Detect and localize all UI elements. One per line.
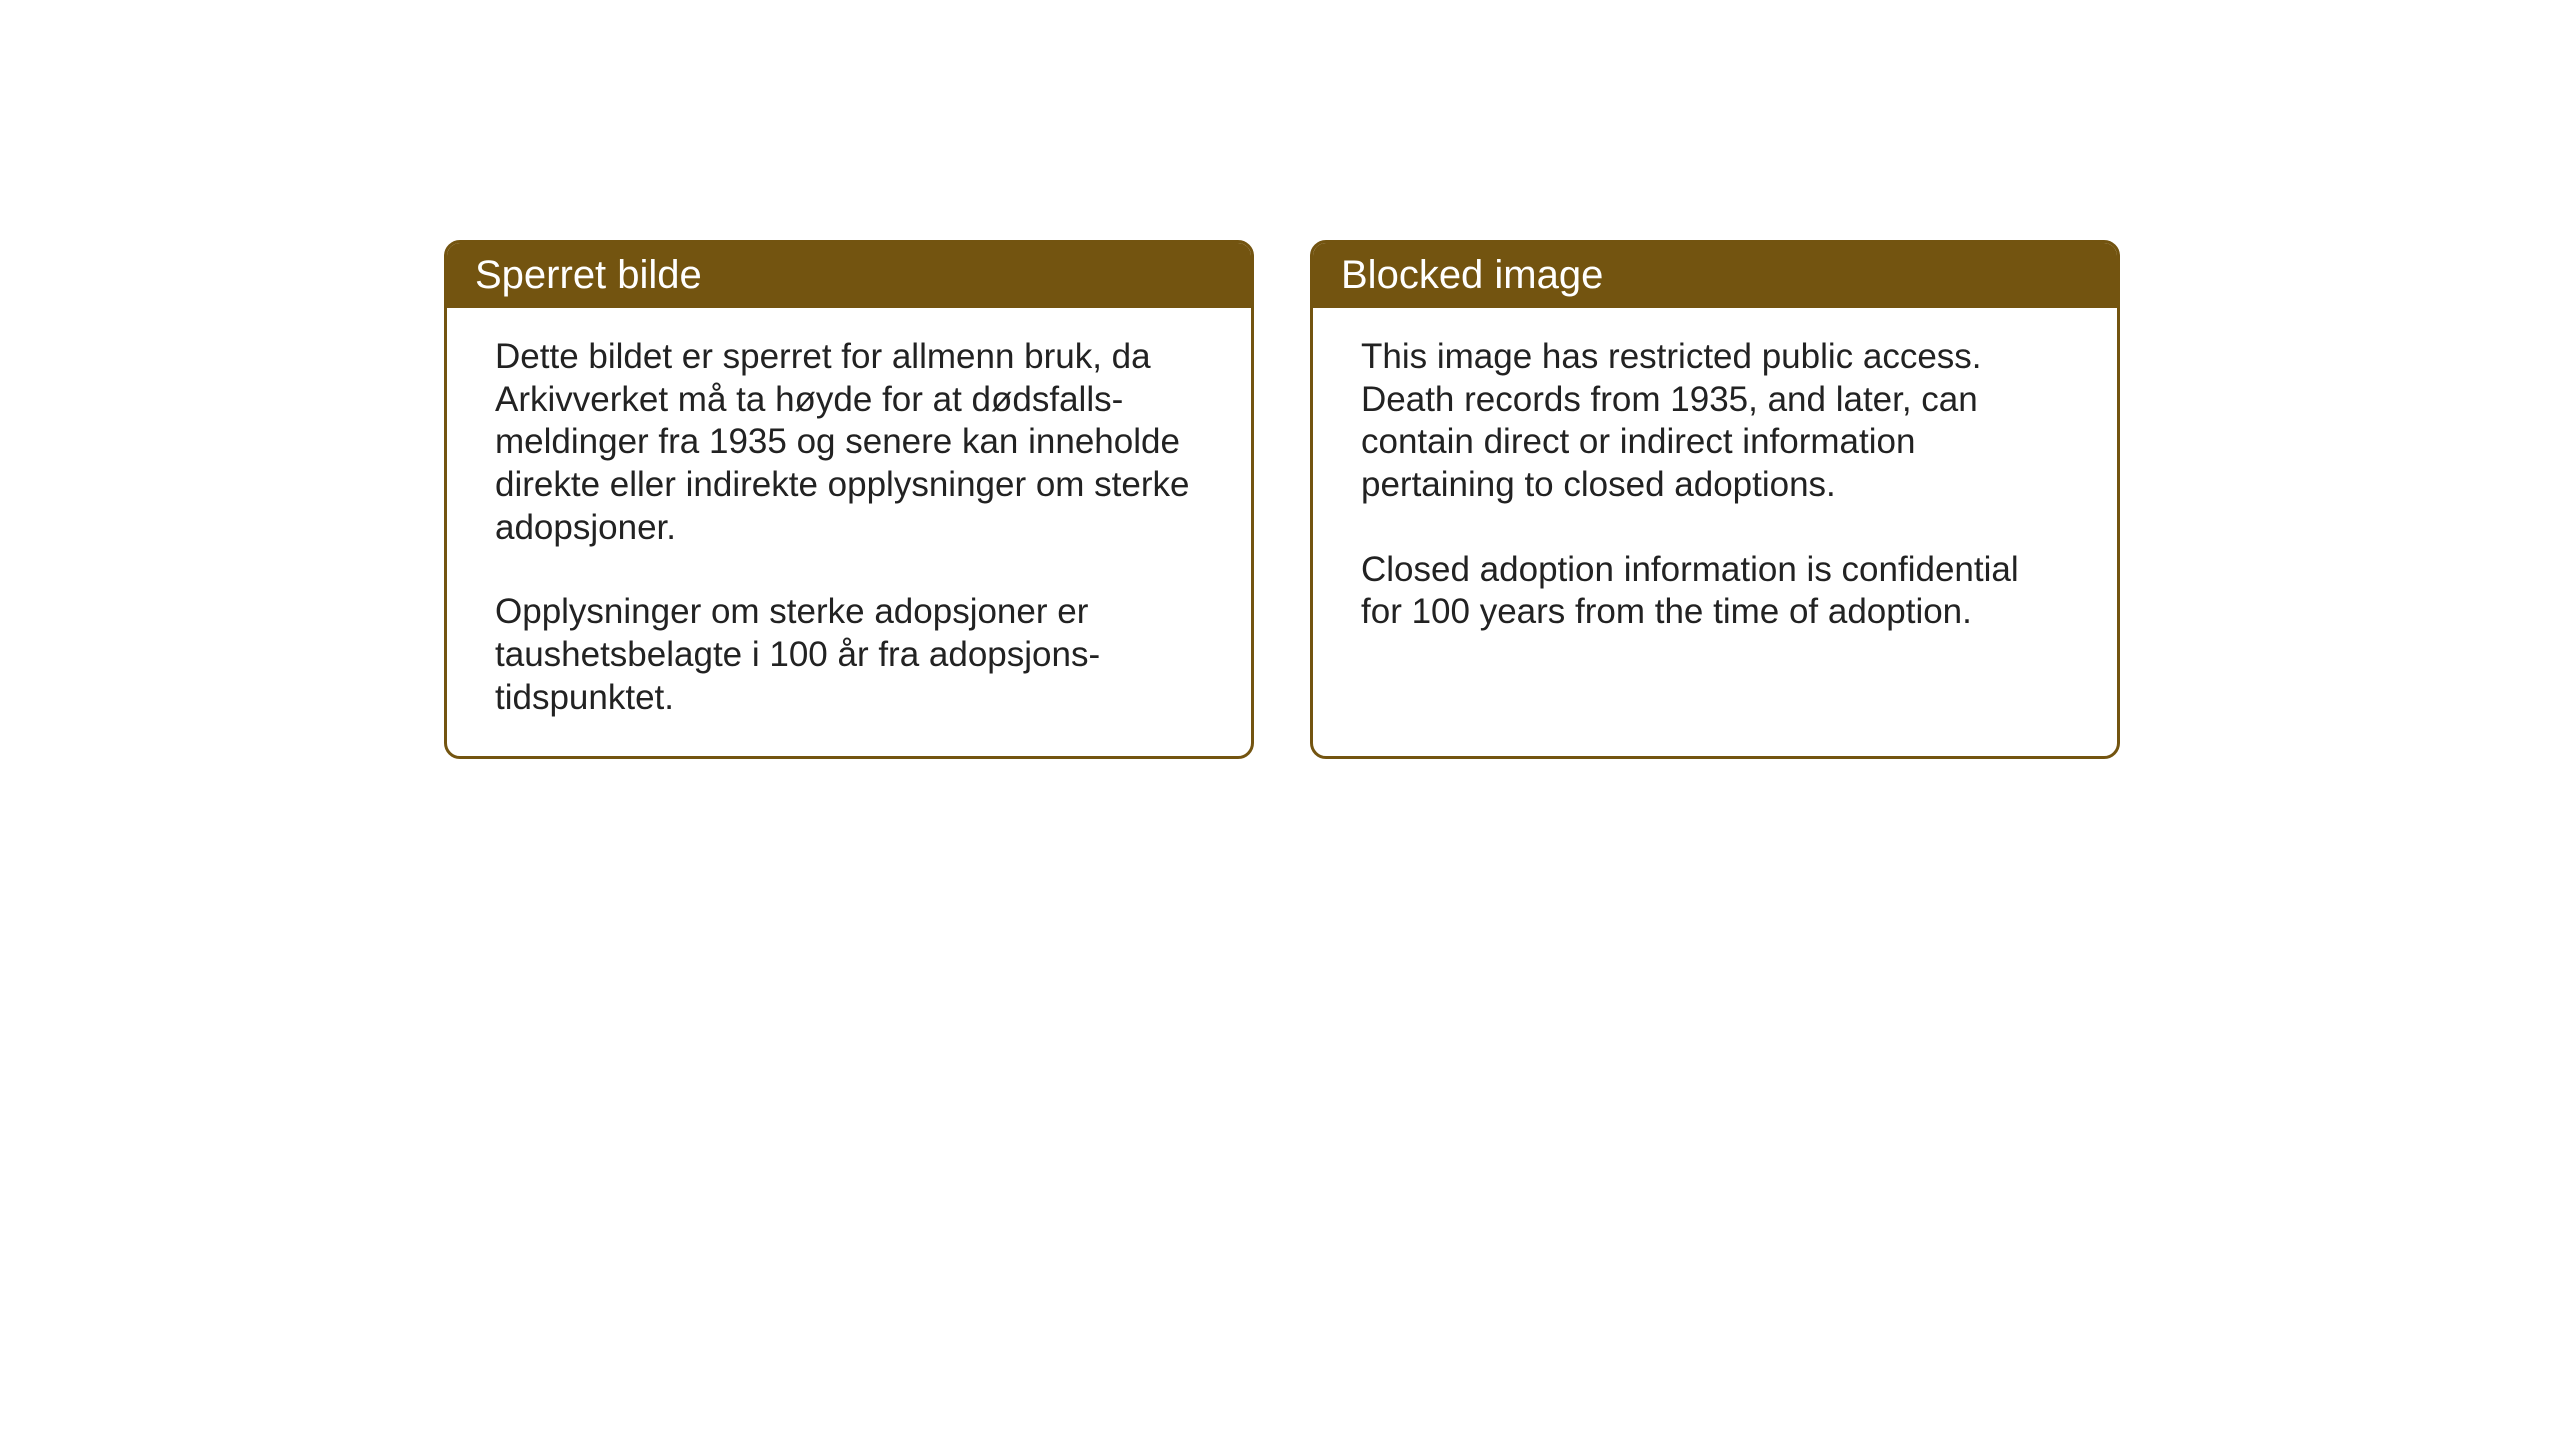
card-title-english: Blocked image	[1341, 253, 2089, 298]
card-paragraph-2-english: Closed adoption information is confident…	[1361, 549, 2069, 634]
card-paragraph-1-english: This image has restricted public access.…	[1361, 336, 2069, 507]
card-title-norwegian: Sperret bilde	[475, 253, 1223, 298]
card-header-norwegian: Sperret bilde	[447, 243, 1251, 308]
card-paragraph-1-norwegian: Dette bildet er sperret for allmenn bruk…	[495, 336, 1203, 549]
notice-card-norwegian: Sperret bilde Dette bildet er sperret fo…	[444, 240, 1254, 759]
notice-cards-container: Sperret bilde Dette bildet er sperret fo…	[444, 240, 2120, 759]
card-paragraph-2-norwegian: Opplysninger om sterke adopsjoner er tau…	[495, 591, 1203, 719]
card-header-english: Blocked image	[1313, 243, 2117, 308]
notice-card-english: Blocked image This image has restricted …	[1310, 240, 2120, 759]
card-body-english: This image has restricted public access.…	[1313, 308, 2117, 756]
card-body-norwegian: Dette bildet er sperret for allmenn bruk…	[447, 308, 1251, 756]
